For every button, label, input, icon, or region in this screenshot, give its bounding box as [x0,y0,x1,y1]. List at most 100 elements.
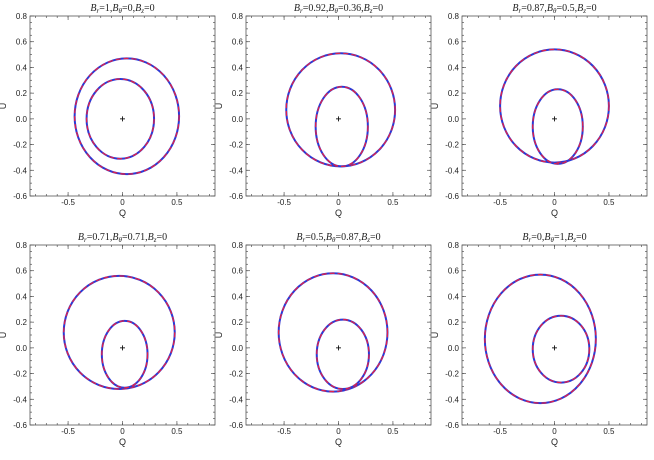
y-tick-label: 0.8 [448,12,460,21]
y-tick-label: -0.6 [445,192,459,201]
y-tick-label: 0.4 [16,63,28,72]
inner-curve-dashed [532,88,584,165]
panel-2: Br=0.92,Bθ=0.36,Bz=0 -0.5 0 0.5 -0.6 -0.4 -0.2… [214,3,432,218]
plot-frame [29,244,216,426]
y-axis-label: U [214,103,224,110]
y-tick-label: 0.6 [448,267,460,276]
x-tick-label: 0 [336,198,341,207]
panel-title: Br=0.92,Bθ=0.36,Bz=0 [294,3,383,15]
y-tick-label: 0.0 [232,115,244,124]
y-tick-label: 0.0 [232,344,244,353]
x-tick-label: 0 [120,427,125,436]
y-tick-label: 0.8 [16,241,28,250]
y-tick-label: -0.2 [445,141,459,150]
inner-curve-dashed [314,86,369,168]
panel-4: Br=0.71,Bθ=0.71,Bz=0 -0.5 0 0.5 -0.6 -0.4 -0.2… [0,232,216,447]
y-tick-label: 0.6 [16,267,28,276]
inner-curve-dashed [316,318,370,390]
y-tick-label: -0.2 [445,370,459,379]
outer-curve-dashed [484,273,597,404]
x-axis-label: Q [551,437,558,447]
y-tick-label: 0.6 [232,38,244,47]
x-tick-label: -0.5 [277,427,291,436]
x-tick-label: 0 [120,198,125,207]
y-tick-label: 0.6 [16,38,28,47]
y-tick-label: -0.4 [13,395,27,404]
x-tick-label: 0.5 [171,198,183,207]
x-tick-label: -0.5 [493,427,507,436]
outer-curve-dashed [73,57,180,175]
y-tick-label: -0.2 [13,370,27,379]
y-tick-label: 0.2 [16,318,28,327]
y-tick-label: 0.0 [16,115,28,124]
y-tick-label: 0.2 [232,89,244,98]
y-tick-label: -0.6 [13,192,27,201]
panel-title: Br=0.5,Bθ=0.87,Bz=0 [296,232,380,244]
y-axis-label: U [214,332,224,339]
panel-5: Br=0.5,Bθ=0.87,Bz=0 -0.5 0 0.5 -0.6 -0.4 -0.2 0… [214,232,432,447]
y-tick-label: -0.6 [229,421,243,430]
inner-curve-dashed [101,320,149,389]
x-tick-label: 0.5 [603,198,615,207]
y-tick-label: -0.4 [445,395,459,404]
x-axis-label: Q [335,437,342,447]
x-tick-label: -0.5 [277,198,291,207]
y-tick-label: 0.0 [448,115,460,124]
panel-1: Br=1,Bθ=0,Bz=0 -0.5 0 0.5 -0.6 -0.4 -0.2 0.0 0.2… [0,3,216,218]
panel-title: Br=0,Bθ=1,Bz=0 [522,232,586,244]
y-tick-label: -0.6 [13,421,27,430]
y-tick-label: 0.0 [448,344,460,353]
panel-title: Br=0.71,Bθ=0.71,Bz=0 [78,232,167,244]
y-tick-label: 0.8 [232,12,244,21]
y-tick-label: 0.8 [448,241,460,250]
x-tick-label: 0.5 [387,198,399,207]
x-tick-label: 0 [336,427,341,436]
x-tick-label: 0.5 [387,427,399,436]
outer-curve-dashed [499,48,610,164]
x-axis-label: Q [119,208,126,218]
y-tick-label: -0.4 [445,166,459,175]
x-tick-label: 0.5 [171,427,183,436]
y-tick-label: 0.4 [448,292,460,301]
panel-title: Br=0.87,Bθ=0.5,Bz=0 [512,3,596,15]
y-tick-label: -0.4 [13,166,27,175]
y-tick-label: 0.2 [448,89,460,98]
y-tick-label: -0.6 [445,421,459,430]
x-tick-label: 0.5 [603,427,615,436]
x-axis-label: Q [551,208,558,218]
y-axis-label: U [430,332,440,339]
x-tick-label: 0 [552,427,557,436]
y-tick-label: -0.4 [229,166,243,175]
y-axis-label: U [0,103,8,110]
y-tick-label: 0.8 [232,241,244,250]
outer-curve-dashed [277,272,389,393]
y-tick-label: 0.4 [448,63,460,72]
y-tick-label: 0.4 [232,292,244,301]
y-tick-label: -0.2 [229,370,243,379]
y-tick-label: -0.2 [229,141,243,150]
y-tick-label: 0.8 [16,12,28,21]
x-tick-label: 0 [552,198,557,207]
plot-frame [461,15,648,197]
panel-title: Br=1,Bθ=0,Bz=0 [90,3,154,15]
y-tick-label: 0.4 [232,63,244,72]
y-tick-label: 0.2 [232,318,244,327]
x-tick-label: -0.5 [61,198,75,207]
y-tick-label: 0.2 [16,89,28,98]
y-axis-label: U [0,332,8,339]
x-tick-label: -0.5 [61,427,75,436]
x-axis-label: Q [119,437,126,447]
y-tick-label: 0.0 [16,344,28,353]
y-tick-label: 0.6 [232,267,244,276]
panel-6: Br=0,Bθ=1,Bz=0 -0.5 0 0.5 -0.6 -0.4 -0.2 0.0 0.2… [430,232,648,447]
x-tick-label: -0.5 [493,198,507,207]
y-axis-label: U [430,103,440,110]
y-tick-label: -0.2 [13,141,27,150]
inner-curve-dashed [532,315,590,384]
plot-frame [29,15,216,197]
plot-frame [461,244,648,426]
outer-curve-dashed [63,275,176,390]
plot-frame [245,15,432,197]
inner-curve-dashed [85,78,155,160]
